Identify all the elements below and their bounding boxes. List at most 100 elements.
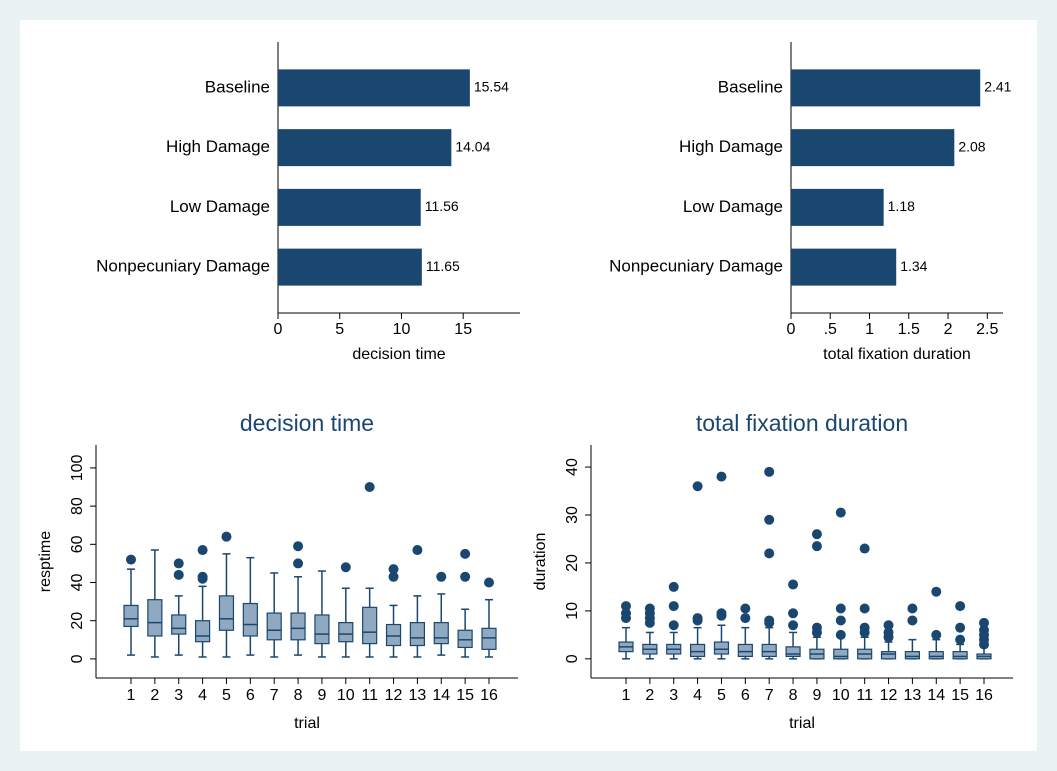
value-label: 2.08 <box>958 138 985 154</box>
x-tick-label: 5 <box>222 687 231 704</box>
outlier <box>811 622 822 633</box>
x-tick-label: 2 <box>150 687 159 704</box>
outlier <box>740 613 751 624</box>
outlier <box>811 541 822 552</box>
value-label: 11.65 <box>426 258 460 274</box>
outlier <box>883 627 894 638</box>
x-tick-label: .5 <box>824 321 837 338</box>
category-label: Baseline <box>205 77 270 96</box>
category-label: Nonpecuniary Damage <box>96 257 270 276</box>
y-tick-label: 20 <box>564 554 581 572</box>
y-tick-label: 100 <box>69 454 86 481</box>
x-tick-label: 5 <box>335 321 344 338</box>
outlier <box>907 603 918 614</box>
outlier <box>460 548 471 559</box>
box <box>481 627 497 650</box>
x-axis-title: trial <box>789 715 815 732</box>
outlier <box>835 629 846 640</box>
outlier <box>293 541 304 552</box>
outlier <box>955 601 966 612</box>
chart-title: decision time <box>240 410 374 436</box>
y-tick-label: 40 <box>69 574 86 592</box>
x-tick-label: 5 <box>717 687 726 704</box>
outlier <box>436 571 447 582</box>
x-tick-label: 2.5 <box>976 321 998 338</box>
x-tick-label: 10 <box>337 687 355 704</box>
x-tick-label: 6 <box>741 687 750 704</box>
category-label: High Damage <box>166 137 270 156</box>
box <box>123 604 139 628</box>
outlier <box>668 620 679 631</box>
box <box>338 622 354 643</box>
x-tick-label: 0 <box>274 321 283 338</box>
outlier <box>931 629 942 640</box>
box <box>171 614 187 635</box>
x-tick-label: 2 <box>944 321 953 338</box>
box <box>218 595 235 631</box>
x-tick-label: 14 <box>432 687 450 704</box>
box <box>689 643 706 658</box>
x-tick-label: 4 <box>198 687 207 704</box>
x-axis-title: trial <box>294 715 320 732</box>
x-tick-label: 1 <box>622 687 631 704</box>
x-tick-label: 11 <box>361 687 378 704</box>
outlier <box>931 586 942 597</box>
outlier <box>979 617 989 628</box>
bar <box>791 69 981 107</box>
outlier <box>621 608 631 619</box>
y-tick-label: 40 <box>564 458 581 476</box>
outlier <box>692 613 703 624</box>
outlier <box>126 554 136 565</box>
category-label: Low Damage <box>170 197 270 216</box>
value-label: 15.54 <box>474 79 509 95</box>
x-tick-label: 6 <box>246 687 255 704</box>
x-tick-label: 16 <box>975 687 993 704</box>
box <box>195 620 211 643</box>
x-tick-label: 7 <box>765 687 774 704</box>
outlier <box>173 569 184 580</box>
outlier <box>788 620 799 631</box>
outlier <box>644 603 655 614</box>
category-label: Baseline <box>718 77 783 96</box>
x-tick-label: 12 <box>385 687 403 704</box>
y-tick-label: 80 <box>69 497 86 515</box>
x-tick-label: 11 <box>856 687 873 704</box>
x-tick-label: 10 <box>393 321 411 338</box>
box <box>761 643 777 658</box>
y-axis-title: duration <box>532 533 549 591</box>
box <box>457 629 473 649</box>
x-tick-label: 10 <box>832 687 850 704</box>
box <box>385 623 402 647</box>
outlier <box>907 615 918 626</box>
x-tick-label: 16 <box>480 687 498 704</box>
box <box>266 612 282 641</box>
outlier <box>764 466 775 477</box>
x-axis-title: total fixation duration <box>823 346 971 363</box>
outlier <box>859 622 870 633</box>
box <box>409 622 425 647</box>
bar <box>278 129 452 167</box>
outlier <box>788 579 799 590</box>
x-tick-label: 3 <box>669 687 678 704</box>
box <box>147 599 163 637</box>
box <box>433 622 449 645</box>
box <box>928 651 944 660</box>
category-label: High Damage <box>679 137 783 156</box>
x-tick-label: 8 <box>789 687 798 704</box>
outlier <box>460 571 471 582</box>
x-tick-label: 0 <box>787 321 796 338</box>
x-tick-label: 9 <box>317 687 326 704</box>
outlier <box>835 507 846 518</box>
bar <box>278 188 421 226</box>
y-tick-label: 0 <box>564 654 581 663</box>
box <box>314 614 330 645</box>
bar <box>278 69 470 107</box>
outlier <box>173 558 184 569</box>
value-label: 11.56 <box>425 198 459 214</box>
box <box>785 646 801 658</box>
outlier <box>859 543 870 554</box>
box <box>737 643 753 658</box>
category-label: Nonpecuniary Damage <box>609 257 783 276</box>
box <box>952 651 968 660</box>
